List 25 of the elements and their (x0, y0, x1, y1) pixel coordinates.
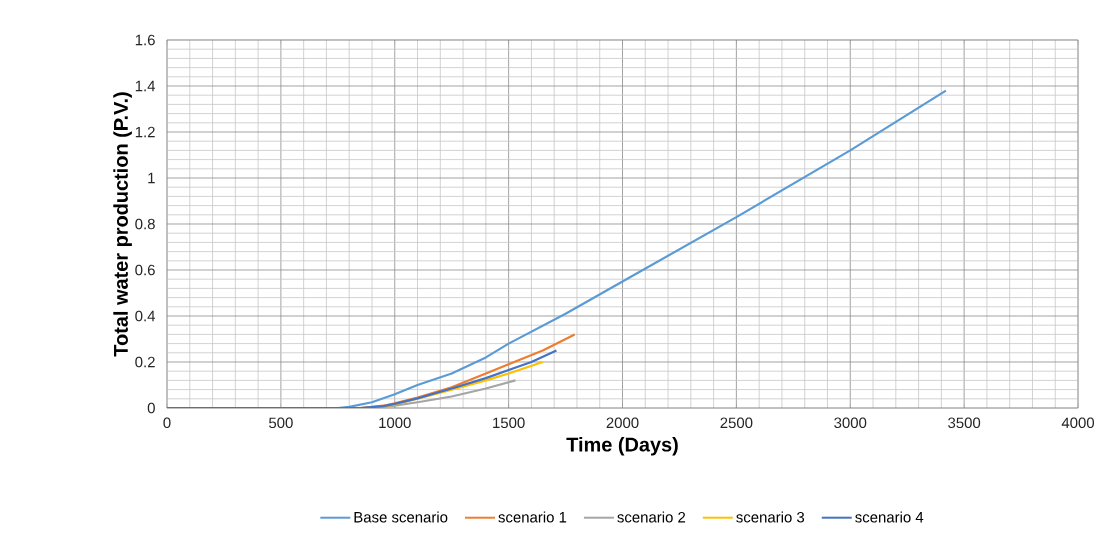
legend-label: scenario 4 (855, 511, 924, 523)
y-tick-label: 0.4 (135, 310, 156, 322)
x-tick-label: 4000 (1061, 417, 1095, 429)
x-tick-label: 3000 (834, 417, 867, 429)
x-tick-label: 3500 (948, 417, 981, 429)
y-axis-title: Total water production (P.V.) (113, 92, 132, 357)
x-tick-label: 500 (269, 417, 293, 429)
legend-label: scenario 2 (617, 511, 686, 523)
x-tick-label: 2500 (720, 417, 753, 429)
legend-label: scenario 3 (736, 511, 805, 523)
x-tick-label: 1500 (493, 417, 525, 429)
legend-label: Base scenario (354, 511, 448, 523)
y-tick-label: 0.2 (135, 356, 155, 368)
y-tick-label: 1.4 (135, 80, 156, 92)
x-axis-title: Time (Days) (566, 436, 678, 456)
y-tick-label: 1 (148, 172, 155, 184)
x-tick-label: 0 (163, 417, 171, 429)
y-tick-label: 1.6 (135, 34, 155, 46)
y-tick-label: 0.8 (135, 218, 155, 230)
y-tick-label: 0.6 (135, 264, 155, 276)
legend-label: scenario 1 (498, 511, 567, 523)
y-tick-label: 1.2 (135, 126, 155, 138)
y-tick-label: 0 (147, 402, 155, 414)
x-tick-label: 1000 (379, 417, 411, 429)
x-tick-label: 2000 (606, 417, 639, 429)
